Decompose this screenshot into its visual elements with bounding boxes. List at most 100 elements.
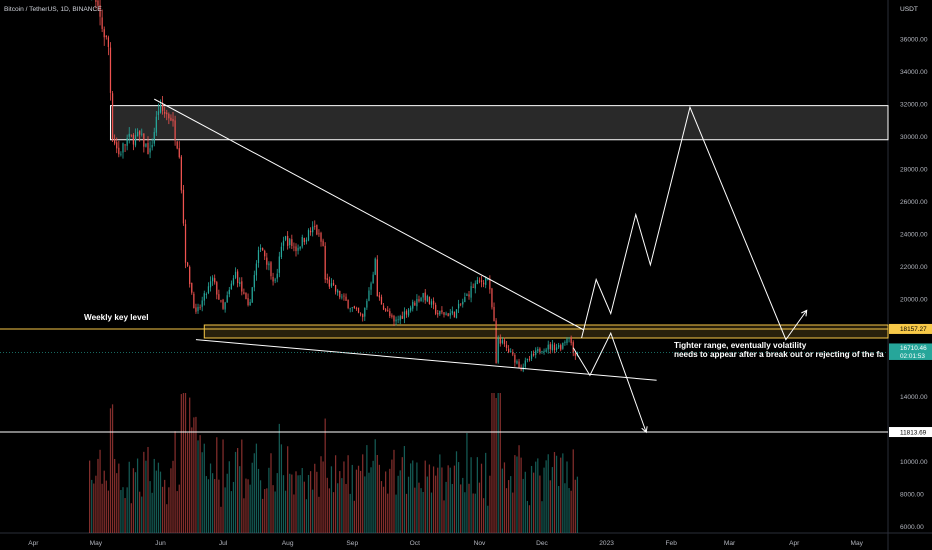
candle-body[interactable] — [478, 280, 481, 282]
candle-body[interactable] — [449, 313, 451, 316]
candle-body[interactable] — [224, 302, 226, 310]
candle-body[interactable] — [226, 295, 228, 303]
candle-body[interactable] — [443, 312, 445, 315]
candle-body[interactable] — [241, 281, 243, 292]
candle-body[interactable] — [253, 275, 255, 288]
candle-body[interactable] — [505, 344, 508, 348]
candle-body[interactable] — [328, 279, 330, 287]
candle-body[interactable] — [437, 313, 439, 315]
candle-body[interactable] — [178, 148, 180, 158]
candle-body[interactable] — [172, 119, 174, 122]
candle-body[interactable] — [372, 274, 374, 284]
candle-body[interactable] — [147, 142, 149, 155]
candle-body[interactable] — [526, 358, 529, 361]
candle-body[interactable] — [401, 316, 403, 319]
candle-body[interactable] — [189, 266, 191, 285]
candle-body[interactable] — [422, 293, 424, 298]
candle-body[interactable] — [432, 300, 435, 305]
candle-body[interactable] — [324, 245, 326, 280]
candle-body[interactable] — [476, 280, 478, 285]
candle-body[interactable] — [391, 315, 393, 317]
projection-path[interactable] — [572, 331, 647, 433]
candle-body[interactable] — [345, 296, 347, 301]
projection-path[interactable] — [581, 105, 808, 341]
candle-body[interactable] — [489, 278, 491, 290]
candle-body[interactable] — [274, 279, 276, 281]
candle-body[interactable] — [503, 339, 506, 345]
candle-body[interactable] — [535, 350, 537, 355]
candle-body[interactable] — [378, 295, 381, 298]
candle-body[interactable] — [439, 310, 441, 315]
candle-body[interactable] — [243, 292, 245, 294]
candle-body[interactable] — [220, 300, 222, 302]
candle-body[interactable] — [101, 17, 103, 29]
candle-body[interactable] — [272, 276, 274, 282]
candle-body[interactable] — [139, 130, 141, 135]
candle-body[interactable] — [547, 344, 549, 350]
candle-body[interactable] — [124, 144, 126, 146]
candle-body[interactable] — [222, 299, 224, 309]
candle-body[interactable] — [239, 282, 241, 284]
candle-body[interactable] — [405, 310, 408, 315]
candle-body[interactable] — [359, 313, 362, 315]
candle-body[interactable] — [197, 306, 199, 312]
candle-body[interactable] — [382, 305, 385, 310]
trendline[interactable] — [154, 98, 584, 331]
candle-body[interactable] — [397, 319, 399, 321]
candle-body[interactable] — [230, 283, 233, 290]
candle-body[interactable] — [116, 142, 118, 149]
candle-body[interactable] — [537, 349, 539, 352]
candle-body[interactable] — [516, 361, 518, 364]
candle-body[interactable] — [164, 112, 166, 114]
candle-body[interactable] — [412, 301, 414, 309]
candle-body[interactable] — [251, 287, 253, 303]
candle-body[interactable] — [209, 281, 212, 288]
candle-body[interactable] — [457, 303, 460, 309]
candle-body[interactable] — [403, 311, 406, 319]
candle-body[interactable] — [447, 313, 449, 317]
candle-body[interactable] — [114, 139, 116, 144]
candle-body[interactable] — [353, 306, 355, 309]
candle-body[interactable] — [176, 141, 178, 149]
candle-body[interactable] — [468, 294, 470, 297]
candle-body[interactable] — [428, 296, 431, 304]
candle-body[interactable] — [130, 134, 132, 136]
candle-body[interactable] — [533, 353, 535, 356]
candle-body[interactable] — [518, 361, 520, 368]
candle-body[interactable] — [237, 271, 239, 284]
candle-body[interactable] — [566, 338, 568, 343]
candle-body[interactable] — [234, 271, 237, 278]
candle-body[interactable] — [284, 236, 287, 240]
candle-body[interactable] — [126, 138, 128, 146]
candle-body[interactable] — [470, 286, 472, 298]
candle-body[interactable] — [195, 307, 197, 312]
candle-body[interactable] — [266, 257, 268, 265]
candle-body[interactable] — [105, 35, 107, 38]
candle-body[interactable] — [553, 344, 556, 351]
candle-body[interactable] — [201, 300, 203, 307]
candle-body[interactable] — [103, 29, 105, 38]
candle-body[interactable] — [357, 307, 360, 313]
candle-body[interactable] — [320, 232, 322, 242]
price-zone[interactable] — [203, 324, 889, 339]
candle-body[interactable] — [376, 259, 378, 297]
candle-body[interactable] — [203, 293, 205, 301]
candle-body[interactable] — [339, 290, 341, 298]
candle-body[interactable] — [512, 352, 514, 355]
candle-body[interactable] — [184, 224, 187, 263]
candle-body[interactable] — [278, 256, 280, 273]
candle-body[interactable] — [97, 0, 99, 6]
candle-body[interactable] — [293, 246, 295, 248]
candle-body[interactable] — [282, 240, 285, 246]
candle-body[interactable] — [264, 250, 266, 257]
candle-body[interactable] — [141, 133, 143, 135]
candle-body[interactable] — [399, 316, 401, 321]
candle-body[interactable] — [491, 288, 493, 308]
candle-body[interactable] — [370, 283, 372, 290]
candle-body[interactable] — [380, 296, 383, 305]
candle-body[interactable] — [316, 224, 318, 235]
candle-body[interactable] — [174, 120, 176, 141]
candle-body[interactable] — [564, 342, 566, 343]
candle-body[interactable] — [541, 351, 543, 352]
